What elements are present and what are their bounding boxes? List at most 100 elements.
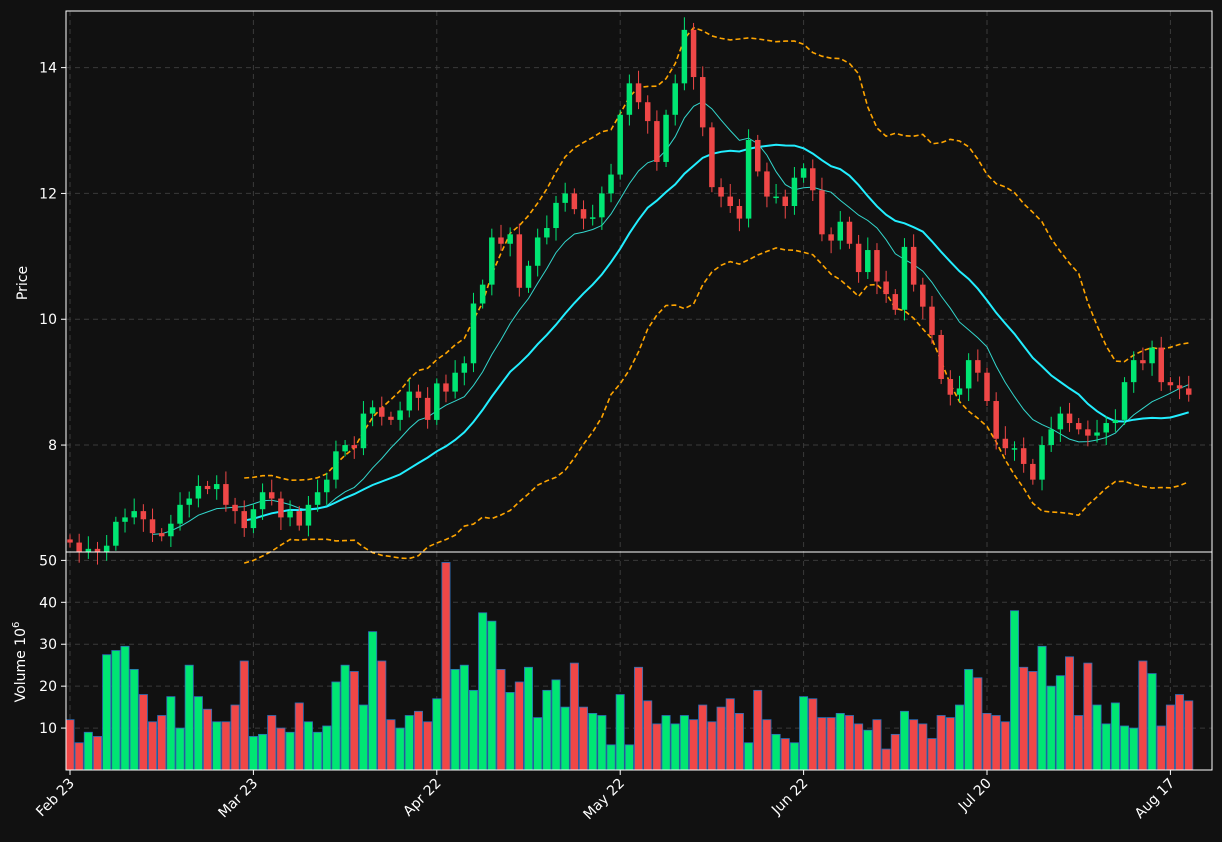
candle-body: [672, 83, 678, 115]
candle: [1185, 375, 1192, 402]
candle: [644, 95, 651, 134]
candle-body: [434, 383, 440, 420]
volume-bar: [698, 704, 708, 771]
volume-bar: [670, 723, 680, 771]
candle-body: [1158, 347, 1164, 383]
candle: [635, 70, 642, 110]
candle-body: [342, 445, 348, 452]
volume-bar: [1184, 700, 1194, 771]
candle: [589, 204, 596, 226]
candle: [324, 472, 330, 505]
volume-bar: [441, 562, 451, 771]
candle-body: [819, 190, 825, 235]
candle-body: [461, 363, 468, 373]
candle: [168, 514, 174, 547]
candle: [883, 270, 889, 303]
candle: [599, 186, 605, 230]
candle-body: [709, 127, 715, 188]
candle: [1158, 336, 1164, 391]
volume-bar: [606, 744, 616, 771]
candle: [149, 508, 156, 542]
volume-bar: [358, 704, 368, 771]
candle-body: [663, 114, 669, 162]
candle-body: [1094, 432, 1100, 436]
candle: [608, 163, 614, 203]
volume-ylabel: Volume 106: [11, 622, 29, 703]
candle: [177, 492, 183, 531]
candle-body: [516, 234, 523, 288]
volume-bar: [1000, 721, 1010, 771]
candle-body: [810, 168, 816, 191]
candle: [360, 401, 367, 456]
candle-body: [360, 413, 367, 449]
candle-body: [76, 542, 82, 552]
price-ytick-label: 14: [39, 61, 57, 77]
volume-bar: [248, 736, 258, 771]
candle: [736, 199, 743, 232]
candle: [1176, 376, 1183, 400]
candle: [305, 496, 312, 537]
candle: [810, 159, 816, 201]
candle-body: [745, 139, 752, 219]
candle-body: [965, 360, 972, 389]
candle: [113, 516, 119, 551]
volume-bar: [744, 742, 754, 771]
candle: [626, 74, 633, 126]
volume-bar: [505, 692, 515, 771]
volume-bar: [890, 733, 900, 771]
candle-body: [1176, 385, 1183, 389]
candle-body: [388, 416, 394, 420]
candle-body: [626, 83, 633, 115]
candle: [1066, 402, 1073, 432]
volume-bar: [478, 612, 488, 771]
moving-averages: [152, 101, 1189, 535]
candle-body: [920, 284, 926, 307]
candle-body: [644, 102, 651, 122]
candle-body: [718, 187, 724, 197]
candle-body: [443, 383, 449, 392]
candle-body: [571, 193, 578, 210]
candle: [791, 167, 798, 215]
candle-body: [553, 202, 559, 229]
volume-bar: [899, 710, 909, 771]
volume-bar: [661, 715, 671, 771]
candle: [406, 379, 413, 418]
candle: [874, 243, 880, 295]
candle-body: [993, 401, 999, 439]
volume-bar: [129, 668, 139, 771]
candle: [424, 387, 431, 429]
candle: [718, 178, 724, 208]
candle: [296, 506, 302, 531]
candle: [1002, 426, 1009, 456]
volume-bar: [881, 748, 891, 771]
volume-bar: [395, 727, 405, 771]
volume-bar: [450, 668, 460, 771]
candle-body: [901, 246, 908, 310]
candle-body: [764, 171, 770, 197]
candle: [1112, 409, 1119, 432]
volume-bar: [377, 660, 387, 771]
volume-bar: [514, 681, 524, 771]
volume-bar: [468, 689, 478, 771]
volume-bar: [1010, 610, 1020, 771]
volume-bar: [303, 721, 313, 771]
price-ylabel: Price: [15, 266, 31, 300]
candle: [158, 528, 165, 542]
volume-bar: [276, 727, 286, 771]
volume-bar: [368, 631, 378, 771]
volume-bar: [65, 719, 75, 771]
candle-body: [791, 177, 798, 207]
candle: [672, 74, 678, 126]
volume-bar: [579, 706, 589, 771]
candle: [204, 480, 211, 495]
volume-bar: [1065, 656, 1075, 771]
candle: [745, 129, 752, 228]
volume-bar: [83, 731, 93, 771]
candle-body: [1130, 360, 1137, 383]
volume-bar: [826, 717, 836, 771]
candle-body: [259, 492, 266, 510]
candle: [397, 401, 403, 431]
volume-bar: [157, 715, 167, 771]
candle: [1011, 441, 1018, 461]
